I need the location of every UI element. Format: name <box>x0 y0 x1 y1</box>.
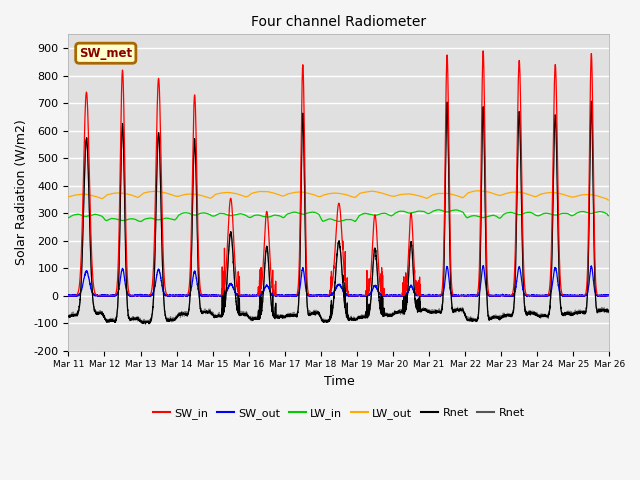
Y-axis label: Solar Radiation (W/m2): Solar Radiation (W/m2) <box>15 120 28 265</box>
X-axis label: Time: Time <box>323 375 355 388</box>
Text: SW_met: SW_met <box>79 47 132 60</box>
Title: Four channel Radiometer: Four channel Radiometer <box>252 15 426 29</box>
Legend: SW_in, SW_out, LW_in, LW_out, Rnet, Rnet: SW_in, SW_out, LW_in, LW_out, Rnet, Rnet <box>148 404 529 423</box>
